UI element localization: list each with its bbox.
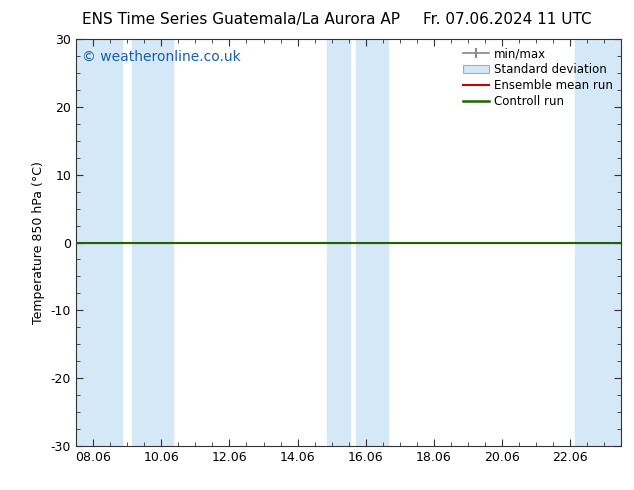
Text: ENS Time Series Guatemala/La Aurora AP: ENS Time Series Guatemala/La Aurora AP [82,12,400,27]
Bar [575,39,621,446]
Bar [327,39,351,446]
Y-axis label: Temperature 850 hPa (°C): Temperature 850 hPa (°C) [32,161,45,324]
Legend: min/max, Standard deviation, Ensemble mean run, Controll run: min/max, Standard deviation, Ensemble me… [461,45,616,111]
Bar [133,39,173,446]
Bar [76,39,122,446]
Text: Fr. 07.06.2024 11 UTC: Fr. 07.06.2024 11 UTC [423,12,592,27]
Bar [356,39,388,446]
Text: © weatheronline.co.uk: © weatheronline.co.uk [82,49,240,63]
